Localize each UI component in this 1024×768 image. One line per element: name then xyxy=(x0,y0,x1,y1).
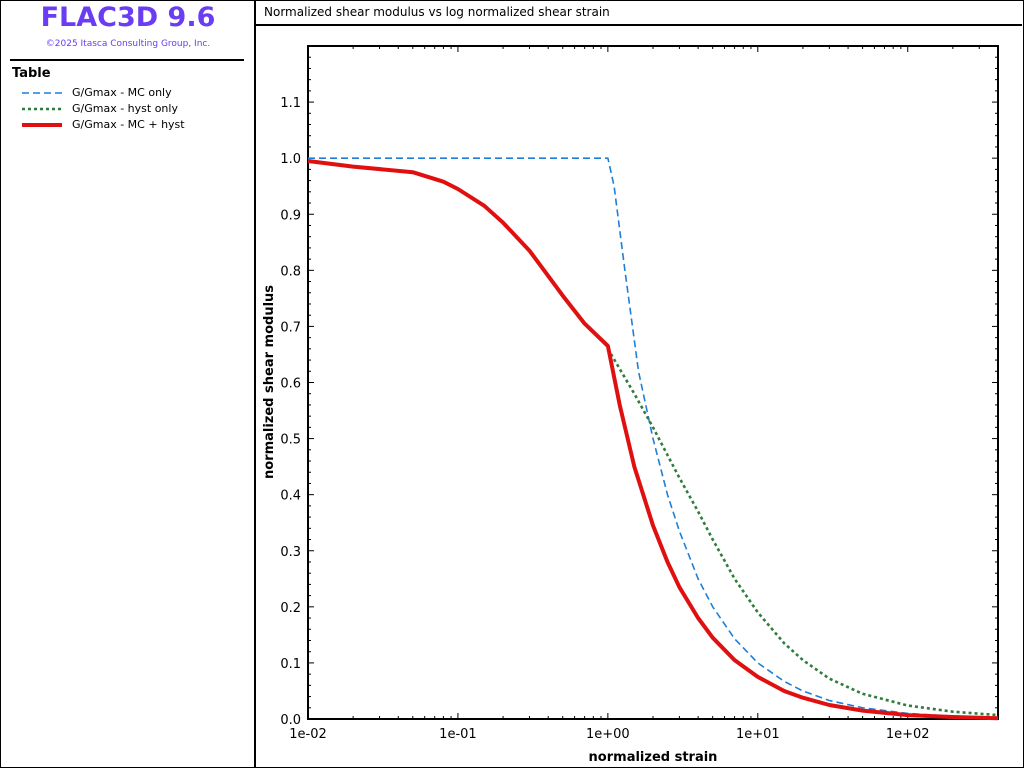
y-tick-label: 0.2 xyxy=(280,601,301,616)
y-tick-label: 1.0 xyxy=(280,152,301,167)
x-tick-label: 1e-02 xyxy=(289,727,327,742)
y-tick-label: 0.5 xyxy=(280,433,301,448)
series-line-hyst-only xyxy=(606,348,999,717)
series-line-mc-only xyxy=(308,157,999,719)
x-tick-label: 1e-01 xyxy=(439,727,477,742)
legend-label: G/Gmax - hyst only xyxy=(72,102,178,115)
y-tick-label: 0.6 xyxy=(280,377,301,392)
legend-divider xyxy=(10,59,244,61)
legend-swatch-hyst-only xyxy=(22,107,62,111)
app-title: FLAC3D 9.6 xyxy=(40,2,216,33)
legend-label: G/Gmax - MC only xyxy=(72,86,172,99)
plot-area xyxy=(307,45,999,720)
y-tick-label: 1.1 xyxy=(280,96,301,111)
y-tick-label: 0.7 xyxy=(280,320,301,335)
x-tick-label: 1e+01 xyxy=(736,727,780,742)
y-tick-label: 0.0 xyxy=(280,713,301,728)
x-tick-label: 1e+00 xyxy=(586,727,630,742)
series-line-mc-hyst xyxy=(307,159,999,721)
y-tick-label: 0.4 xyxy=(280,489,301,504)
y-axis-label: normalized shear modulus xyxy=(262,285,277,479)
y-tick-label: 0.9 xyxy=(280,208,301,223)
legend-swatch-mc-only xyxy=(22,92,62,94)
y-tick-label: 0.1 xyxy=(280,657,301,672)
legend-swatch-mc-hyst xyxy=(22,123,62,127)
x-tick-label: 1e+02 xyxy=(886,727,930,742)
legend-heading: Table xyxy=(12,66,51,81)
series-group xyxy=(307,157,999,721)
copyright-text: ©2025 Itasca Consulting Group, Inc. xyxy=(45,39,211,49)
chart: 0.0 0.1 0.2 0.3 0.4 0.5 0.6 0.7 0.8 0.9 1.0 1.1 1e-0… xyxy=(262,45,999,765)
axis-ticks: 0.0 0.1 0.2 0.3 0.4 0.5 0.6 0.7 0.8 0.9 1.0 1.1 1e-0… xyxy=(280,45,999,742)
y-tick-label: 0.3 xyxy=(280,545,301,560)
legend-panel: FLAC3D 9.6 ©2025 Itasca Consulting Group… xyxy=(0,0,256,768)
y-tick-label: 0.8 xyxy=(280,264,301,279)
plot-title: Normalized shear modulus vs log normaliz… xyxy=(264,5,610,19)
plot-title-bar: Normalized shear modulus vs log normaliz… xyxy=(256,0,1022,26)
x-axis-label: normalized strain xyxy=(589,750,718,765)
legend-label: G/Gmax - MC + hyst xyxy=(72,118,185,131)
